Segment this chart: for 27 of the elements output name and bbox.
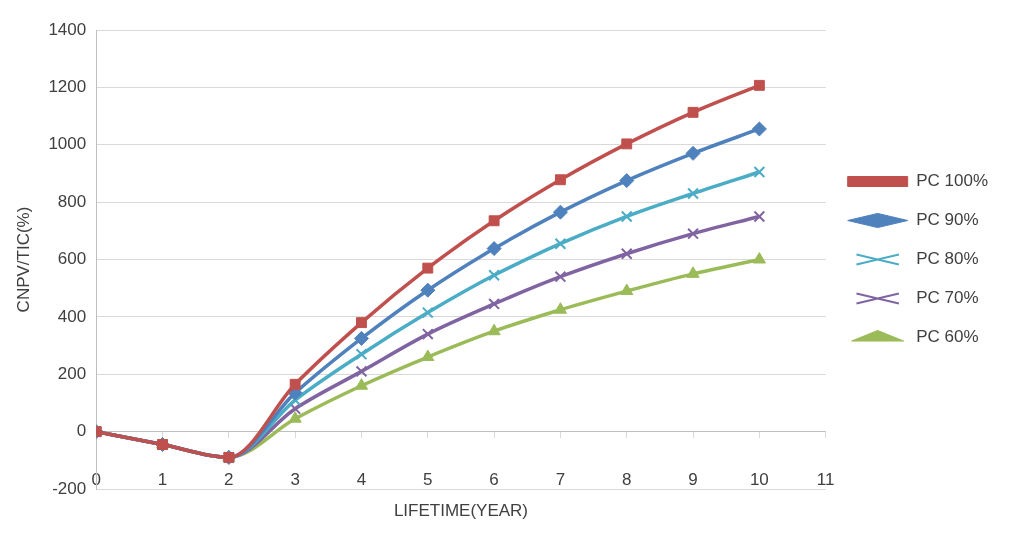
x-tick-label: 11 [816,469,835,489]
x-tick-label: 1 [157,469,168,489]
x-tick-label: 9 [688,469,698,489]
y-tick-label: -200 [52,478,87,498]
y-tick-label: 1400 [48,19,87,39]
x-tick-label: 4 [356,469,367,489]
x-tick-label: 8 [622,469,632,489]
legend-label: PC 70% [916,288,979,308]
x-tick-label: 6 [489,469,499,489]
legend-label: PC 90% [916,210,979,230]
x-tick-label: 2 [224,469,234,489]
x-axis-title: LIFETIME(YEAR) [393,501,529,521]
legend-label: PC 100% [916,171,989,191]
y-tick-label: 1000 [48,134,87,154]
x-tick-label: 10 [749,469,769,489]
y-tick-label: 800 [57,191,87,211]
y-tick-label: 200 [57,363,87,383]
y-tick-label: 1200 [48,77,87,97]
x-tick-label: 3 [290,469,300,489]
legend-label: PC 80% [916,249,979,269]
y-tick-label: 0 [76,421,87,441]
legend-label: PC 60% [916,327,979,347]
x-tick-label: 5 [423,469,433,489]
y-tick-label: 400 [57,306,87,326]
x-tick-label: 7 [555,469,566,489]
y-tick-label: 600 [57,249,87,269]
y-axis-title: CNPV/TIC(%) [13,206,33,313]
